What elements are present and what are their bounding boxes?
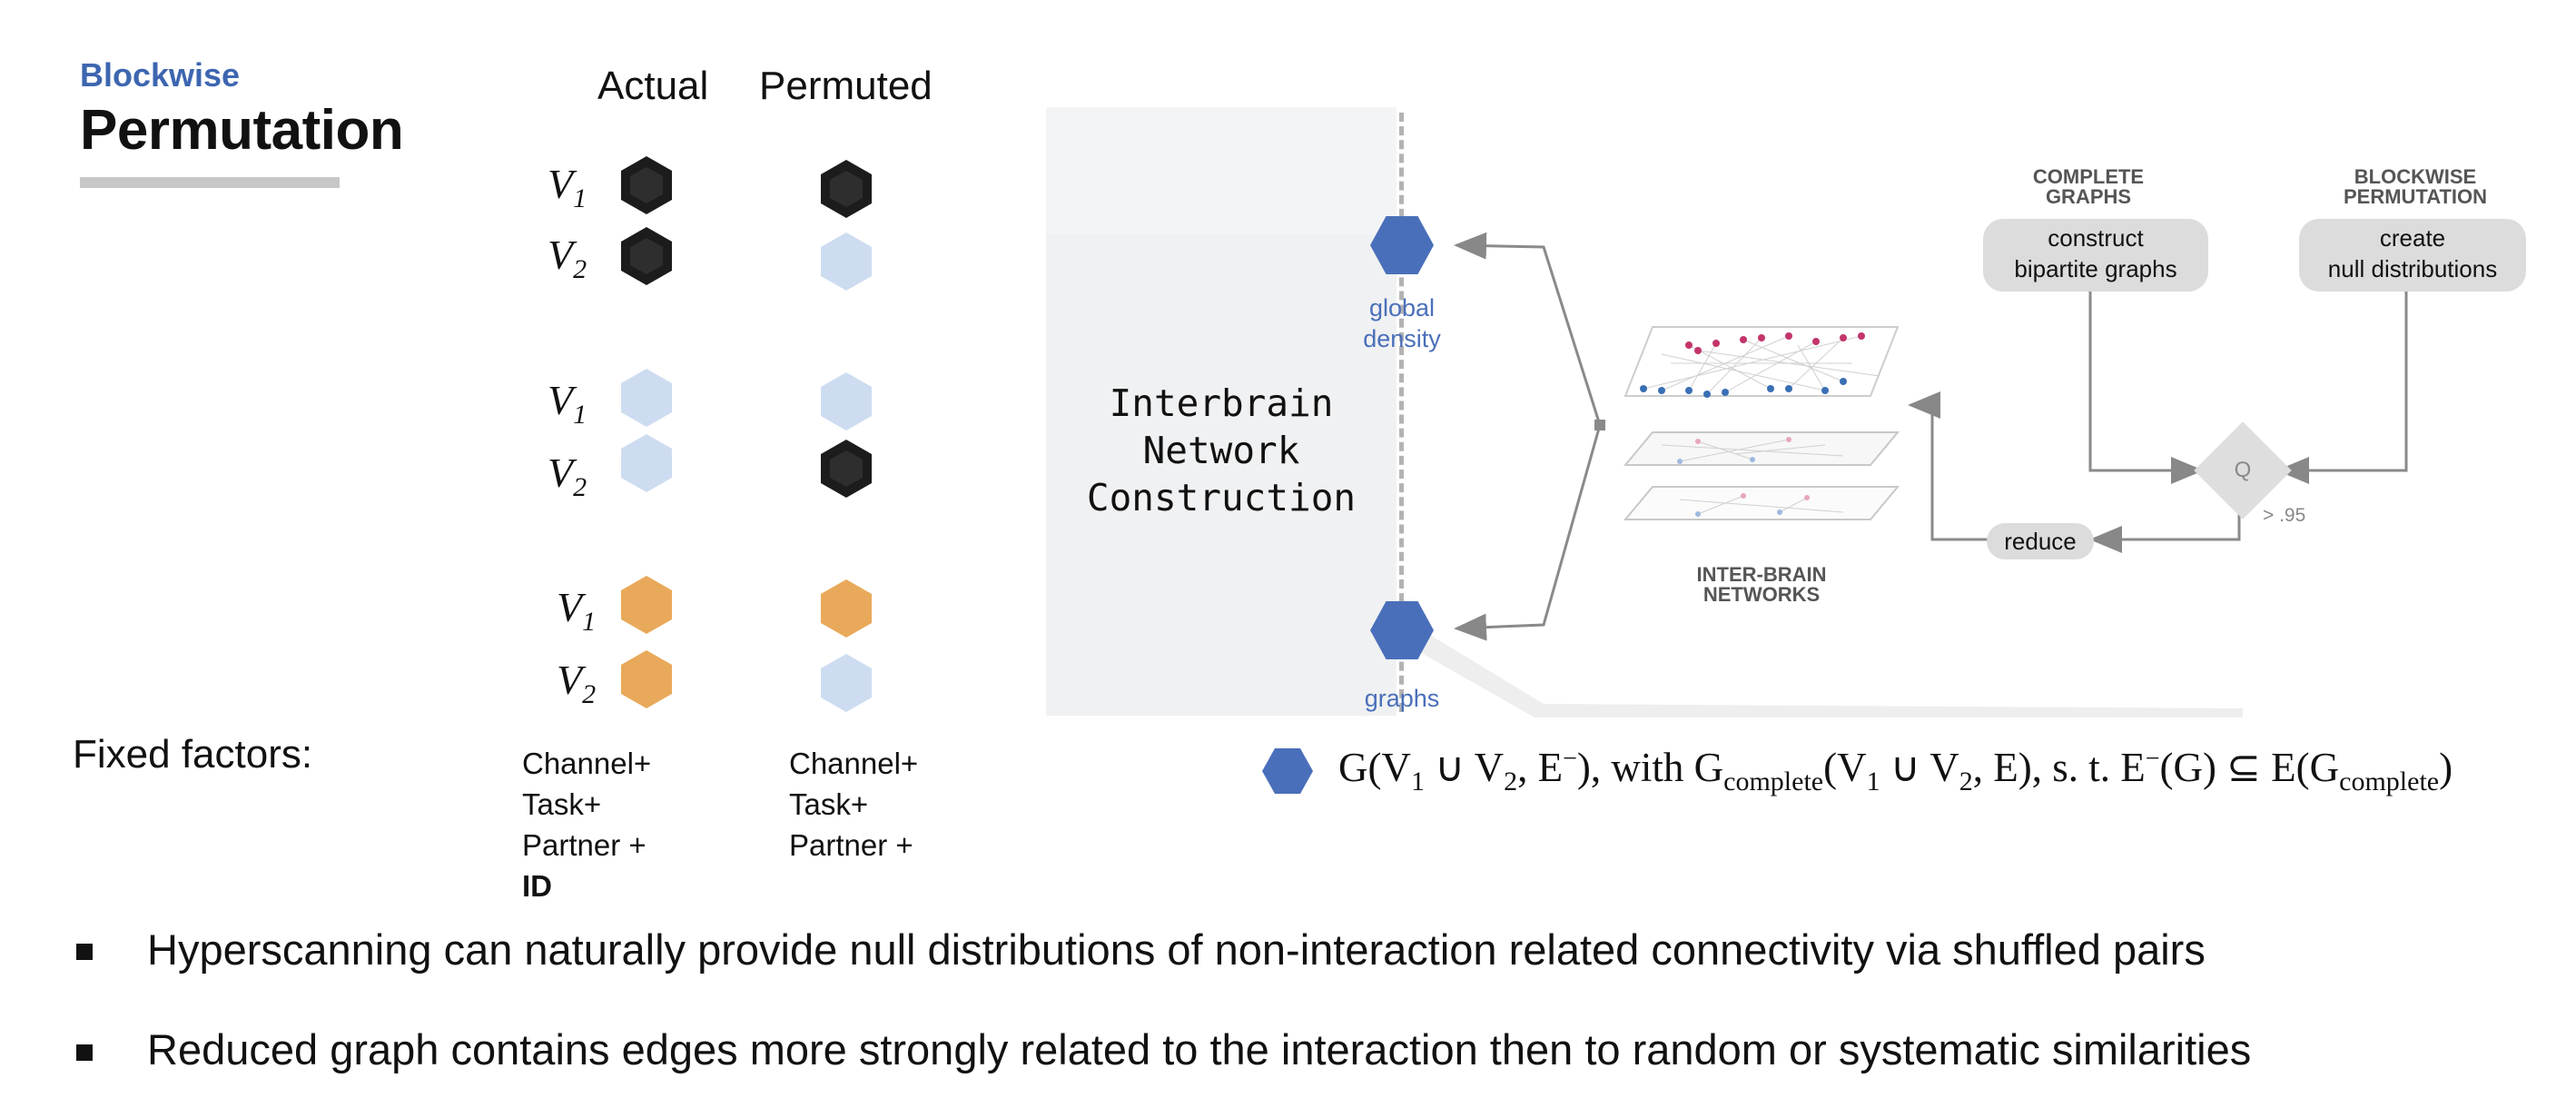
row-label-v1: V1 (557, 584, 597, 638)
panel-title: Interbrain Network Construction (1086, 381, 1357, 519)
row-label-v2: V2 (557, 657, 597, 710)
complete-graphs-heading: COMPLETE GRAPHS (2032, 165, 2145, 208)
page-title: Permutation (80, 99, 404, 162)
permuted-node-light (821, 654, 872, 712)
formula-node-icon (1262, 748, 1313, 794)
column-header-actual: Actual (597, 64, 709, 108)
reduce-step: reduce (1987, 523, 2094, 559)
formula: G(V1 ∪ V2, E−), with Gcomplete(V1 ∪ V2, … (1338, 745, 2453, 796)
row-label-v2: V2 (548, 232, 587, 285)
actual-node-orange (621, 650, 672, 708)
permuted-node-orange (821, 579, 872, 638)
fixed-factors-label: Fixed factors: (73, 732, 313, 777)
row-label-v1: V1 (548, 377, 587, 430)
threshold-label: > .95 (2263, 505, 2306, 526)
bullet-text-1: Hyperscanning can naturally provide null… (147, 925, 2206, 974)
fixed-factors-actual: Channel+ Task+ Partner + ID (522, 747, 652, 903)
construct-bipartite-graphs-step: construct bipartite graphs (1983, 219, 2208, 292)
actual-node-orange (621, 576, 672, 634)
column-header-permuted: Permuted (759, 64, 933, 108)
graphs-label: graphs (1364, 685, 1440, 712)
bullet-text-2: Reduced graph contains edges more strong… (147, 1025, 2252, 1073)
row-label-v1: V1 (548, 161, 587, 214)
construction-panel-top (1046, 107, 1397, 234)
bullet-marker (76, 944, 93, 960)
create-null-distributions-step: create null distributions (2299, 219, 2526, 292)
section-subtitle: Blockwise (80, 56, 241, 94)
blockwise-permutation-heading: BLOCKWISE PERMUTATION (2343, 165, 2488, 208)
inter-brain-network-graphic (1623, 326, 1900, 520)
row-label-v2: V2 (548, 450, 587, 503)
q-label: Q (2234, 458, 2252, 482)
title-underline (80, 177, 340, 188)
bullet-marker (76, 1044, 93, 1061)
global-density-label: global density (1363, 294, 1441, 352)
panel-divider (1399, 113, 1404, 712)
inter-brain-networks-label: INTER-BRAIN NETWORKS (1696, 563, 1827, 606)
fixed-factors-permuted: Channel+ Task+ Partner + (789, 747, 919, 862)
graphs-swoosh (1416, 627, 2243, 717)
